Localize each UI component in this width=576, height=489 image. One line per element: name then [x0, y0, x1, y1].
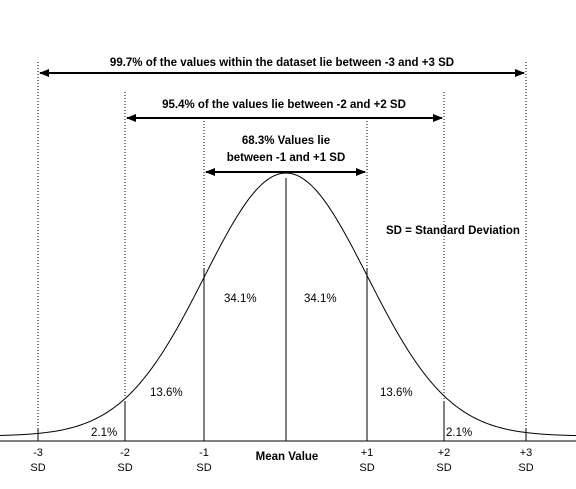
- pct-mean-plus1: 34.1%: [304, 293, 337, 305]
- range-3sd-label: 99.7% of the values within the dataset l…: [110, 57, 454, 69]
- range-1sd-label-line1: 68.3% Values lie: [242, 135, 330, 147]
- tick-label-minus2: -2: [120, 447, 130, 459]
- sd-definition-note: SD = Standard Deviation: [386, 225, 520, 237]
- tick-label-plus1: +1: [361, 447, 374, 459]
- pct-plus2-plus3: 2.1%: [446, 427, 472, 439]
- range-1sd-label-line2: between -1 and +1 SD: [227, 152, 346, 164]
- tick-unit-plus2: SD: [436, 462, 451, 474]
- tick-unit-minus2: SD: [117, 462, 132, 474]
- bell-curve: [0, 172, 576, 437]
- tick-label-minus3: -3: [33, 447, 43, 459]
- tick-label-plus3: +3: [520, 447, 533, 459]
- tick-unit-plus3: SD: [518, 462, 533, 474]
- mean-value-label: Mean Value: [256, 451, 319, 463]
- tick-unit-minus1: SD: [196, 462, 211, 474]
- tick-label-plus2: +2: [438, 447, 451, 459]
- tick-unit-plus1: SD: [359, 462, 374, 474]
- range-2sd-label: 95.4% of the values lie between -2 and +…: [162, 99, 406, 111]
- pct-minus3-minus2: 2.1%: [91, 427, 117, 439]
- pct-plus1-plus2: 13.6%: [380, 387, 413, 399]
- tick-label-minus1: -1: [199, 447, 209, 459]
- pct-minus2-minus1: 13.6%: [150, 387, 183, 399]
- tick-unit-minus3: SD: [30, 462, 45, 474]
- pct-minus1-mean: 34.1%: [224, 293, 257, 305]
